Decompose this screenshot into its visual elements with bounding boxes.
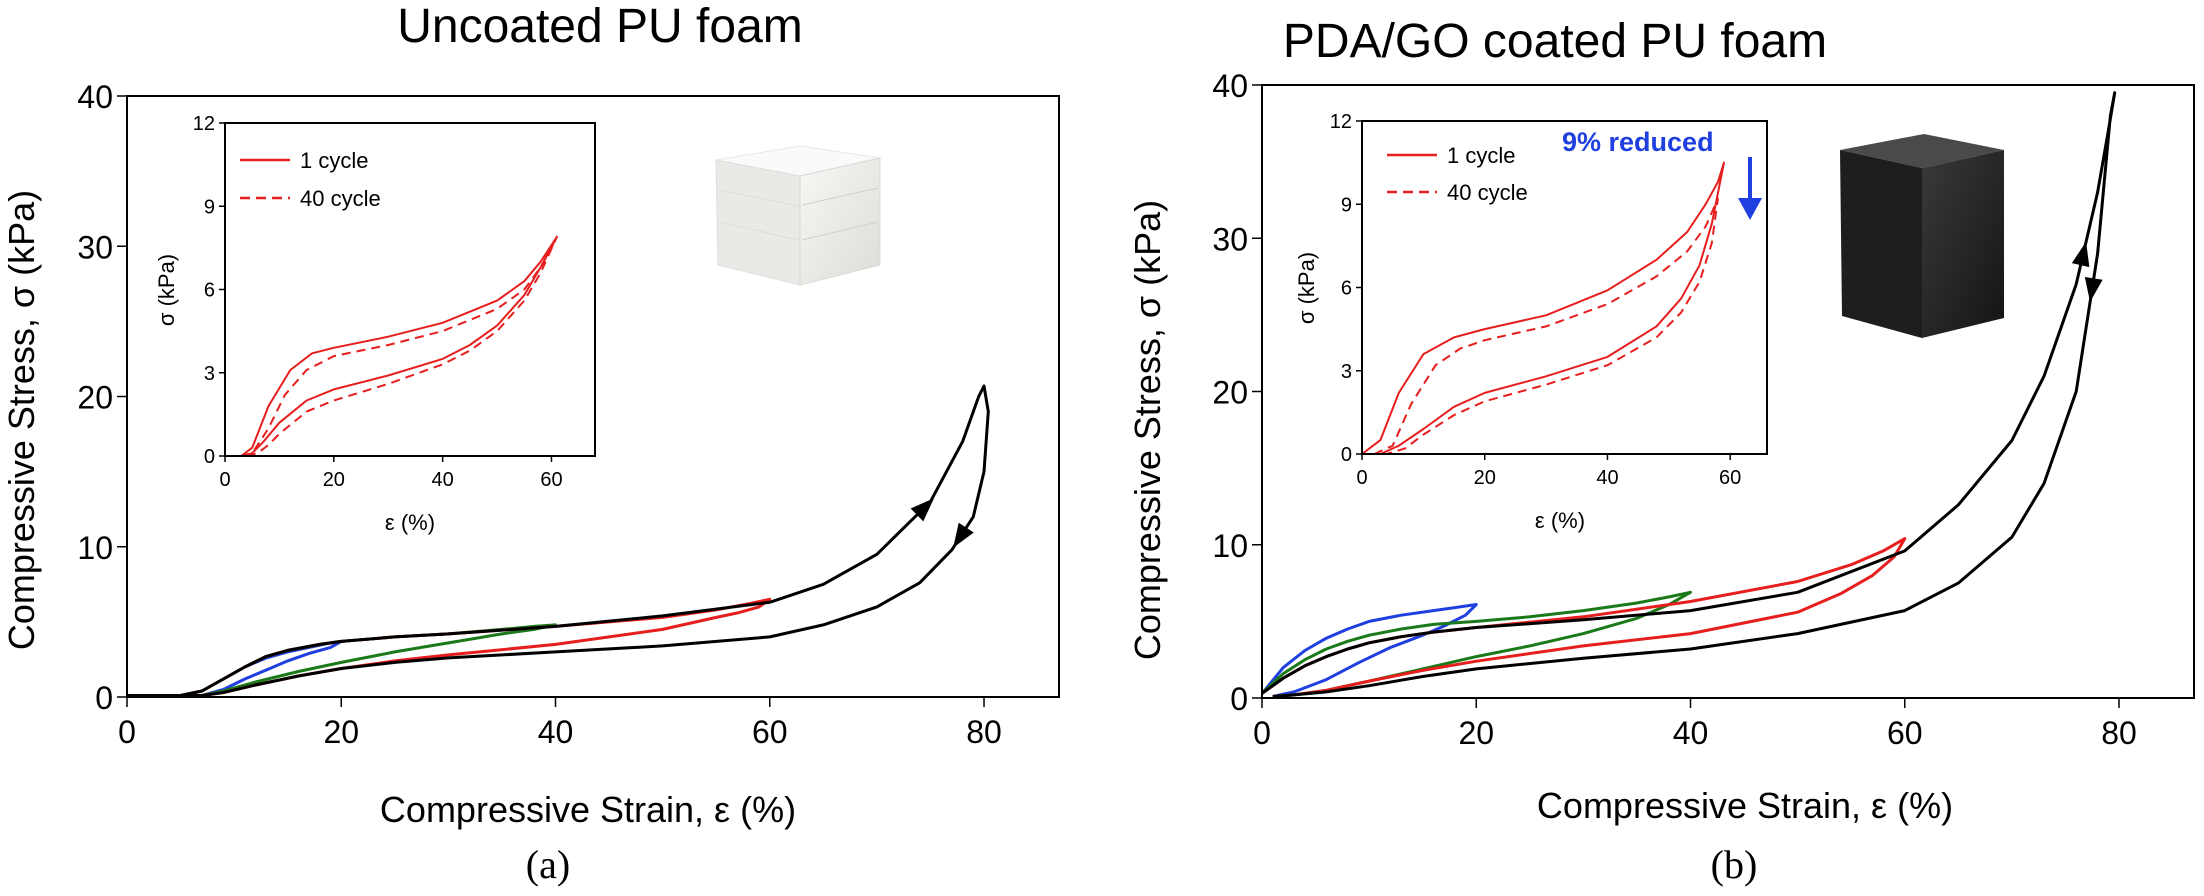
inset-b-background [1290, 105, 1788, 450]
chart-b-series-line [1261, 537, 1907, 698]
inset-b-ytick-label: 3 [1341, 361, 1352, 383]
inset-b-xtick-label: 60 [1719, 467, 1741, 489]
direction-arrow-icon [910, 498, 935, 522]
chart-b-ytick-label: 10 [1212, 528, 1248, 564]
annotation-9pct-reduced: 9% reduced [1562, 127, 1714, 157]
chart-b-xtick-label: 60 [1887, 715, 1923, 751]
chart-a-ytick-label: 10 [77, 530, 113, 566]
chart-b-xlabel: Compressive Strain, ε (%) [1537, 785, 1953, 826]
panel-a: Uncoated PU foam Compressive Strain, ε (… [1, 0, 1060, 887]
inset-a-series-line-dashed [241, 235, 558, 457]
chart-b-title: PDA/GO coated PU foam [1283, 15, 1827, 68]
chart-a-frame [126, 95, 1060, 698]
inset-a-ytick-label: 12 [193, 113, 215, 135]
chart-b-frame [1261, 84, 2195, 699]
chart-a-ytick-label: 0 [95, 680, 113, 716]
inset-a-ytick-label: 6 [204, 280, 215, 302]
white-foam-cube-photo [715, 145, 881, 286]
inset-b-ytick-label: 12 [1330, 111, 1352, 133]
inset-a-legend: 1 cycle 40 cycle [240, 148, 381, 211]
legend-a-dashed-label: 40 cycle [300, 186, 381, 211]
chart-a-ytick-label: 20 [77, 380, 113, 416]
inset-a-ticks: 0 20 40 60 0 3 6 9 12 [193, 113, 563, 491]
chart-a-ylabel: Compressive Stress, σ (kPa) [1, 190, 42, 650]
inset-b-xlabel: ε (%) [1535, 508, 1585, 533]
inset-a-frame [224, 122, 596, 457]
direction-arrow-icon [953, 522, 974, 548]
chart-a-ytick-label: 30 [77, 229, 113, 265]
chart-b-ylabel: Compressive Stress, σ (kPa) [1127, 200, 1168, 660]
chart-a-xtick-label: 80 [966, 714, 1002, 750]
inset-b-legend: 1 cycle 40 cycle [1387, 143, 1528, 205]
inset-a-ytick-label: 0 [204, 446, 215, 468]
inset-b-ytick-label: 0 [1341, 444, 1352, 466]
chart-a-xtick-label: 0 [118, 714, 136, 750]
inset-b-frame [1361, 120, 1768, 455]
chart-b-xtick-label: 20 [1458, 715, 1494, 751]
legend-a-solid-label: 1 cycle [300, 148, 368, 173]
inset-a-xlabel: ε (%) [385, 510, 435, 535]
legend-b-dashed-label: 40 cycle [1447, 180, 1528, 205]
inset-b-ytick-label: 6 [1341, 278, 1352, 300]
inset-a-xtick-label: 20 [323, 469, 345, 491]
chart-a-series-line [127, 384, 990, 697]
chart-b-ytick-label: 30 [1212, 221, 1248, 257]
chart-b-series-line [1260, 603, 1478, 698]
inset-a-xtick-label: 60 [540, 469, 562, 491]
inset-b-xtick-label: 20 [1474, 467, 1496, 489]
chart-b-ytick-label: 20 [1212, 375, 1248, 411]
inset-b-plot-area [1361, 161, 1725, 455]
inset-a-xtick-label: 0 [219, 469, 230, 491]
inset-a-ytick-label: 3 [204, 363, 215, 385]
chart-a-panel-label: (a) [526, 842, 570, 887]
annotation-down-arrow-icon [1738, 157, 1762, 220]
inset-b-xtick-label: 40 [1596, 467, 1618, 489]
chart-b-ytick-label: 40 [1212, 68, 1248, 104]
chart-a-xtick-label: 60 [752, 714, 788, 750]
legend-b-solid-label: 1 cycle [1447, 143, 1515, 168]
chart-a-xtick-label: 20 [323, 714, 359, 750]
chart-b-plot-area [1260, 91, 2117, 698]
chart-b-ytick-label: 0 [1230, 681, 1248, 717]
chart-a-title: Uncoated PU foam [397, 0, 803, 53]
chart-a-xlabel: Compressive Strain, ε (%) [380, 789, 796, 830]
chart-b-series-line [1261, 91, 2117, 698]
inset-b-ytick-label: 9 [1341, 194, 1352, 216]
chart-b-xtick-label: 40 [1673, 715, 1709, 751]
chart-a-ytick-label: 40 [77, 79, 113, 115]
inset-b-xtick-label: 0 [1356, 467, 1367, 489]
panel-b: PDA/GO coated PU foam Compressive Strain… [1127, 15, 2195, 887]
inset-b-ticks: 0 20 40 60 0 3 6 9 12 [1330, 111, 1742, 489]
chart-a-series-line [127, 623, 557, 697]
chart-b-panel-label: (b) [1711, 842, 1758, 887]
chart-a-plot-area [127, 384, 990, 697]
chart-b-xtick-label: 80 [2101, 715, 2137, 751]
direction-arrow-icon [2084, 276, 2103, 303]
direction-arrow-icon [2071, 241, 2090, 268]
inset-a-ylabel: σ (kPa) [154, 254, 179, 326]
inset-a-xtick-label: 40 [432, 469, 454, 491]
chart-a-xtick-label: 40 [538, 714, 574, 750]
black-foam-cube-photo [1840, 134, 2004, 338]
inset-b-series-line-dashed [1373, 197, 1719, 455]
inset-a-plot-area [225, 235, 558, 457]
inset-a-ytick-label: 9 [204, 196, 215, 218]
inset-a-background [155, 115, 515, 450]
inset-b-ylabel: σ (kPa) [1294, 252, 1319, 324]
chart-b-xtick-label: 0 [1253, 715, 1271, 751]
inset-b-series-line-solid [1361, 161, 1725, 455]
